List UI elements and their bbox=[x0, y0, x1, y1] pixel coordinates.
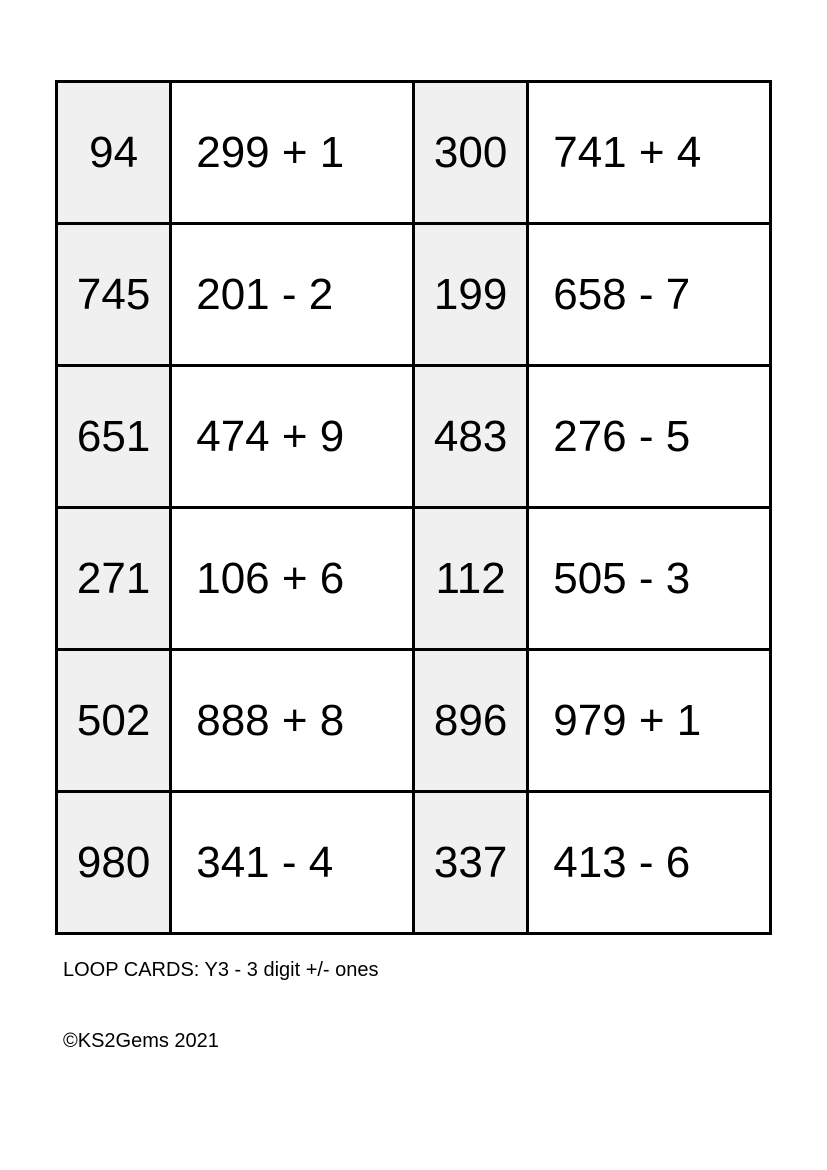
answer-cell: 483 bbox=[413, 366, 527, 508]
answer-cell: 651 bbox=[57, 366, 171, 508]
table-row: 94 299 + 1 300 741 + 4 bbox=[57, 82, 771, 224]
question-cell: 474 + 9 bbox=[171, 366, 414, 508]
worksheet-title: LOOP CARDS: Y3 - 3 digit +/- ones bbox=[63, 959, 772, 982]
table-row: 745 201 - 2 199 658 - 7 bbox=[57, 224, 771, 366]
answer-cell: 502 bbox=[57, 650, 171, 792]
question-cell: 106 + 6 bbox=[171, 508, 414, 650]
loop-cards-table: 94 299 + 1 300 741 + 4 745 201 - 2 199 6… bbox=[55, 80, 772, 935]
question-cell: 341 - 4 bbox=[171, 792, 414, 934]
table-row: 502 888 + 8 896 979 + 1 bbox=[57, 650, 771, 792]
table-row: 980 341 - 4 337 413 - 6 bbox=[57, 792, 771, 934]
footer: LOOP CARDS: Y3 - 3 digit +/- ones ©KS2Ge… bbox=[55, 959, 772, 1053]
table-row: 651 474 + 9 483 276 - 5 bbox=[57, 366, 771, 508]
copyright-text: ©KS2Gems 2021 bbox=[63, 1030, 772, 1053]
question-cell: 658 - 7 bbox=[528, 224, 771, 366]
answer-cell: 112 bbox=[413, 508, 527, 650]
question-cell: 505 - 3 bbox=[528, 508, 771, 650]
answer-cell: 980 bbox=[57, 792, 171, 934]
question-cell: 741 + 4 bbox=[528, 82, 771, 224]
answer-cell: 337 bbox=[413, 792, 527, 934]
answer-cell: 199 bbox=[413, 224, 527, 366]
answer-cell: 94 bbox=[57, 82, 171, 224]
answer-cell: 745 bbox=[57, 224, 171, 366]
answer-cell: 896 bbox=[413, 650, 527, 792]
answer-cell: 271 bbox=[57, 508, 171, 650]
question-cell: 888 + 8 bbox=[171, 650, 414, 792]
question-cell: 413 - 6 bbox=[528, 792, 771, 934]
question-cell: 276 - 5 bbox=[528, 366, 771, 508]
question-cell: 201 - 2 bbox=[171, 224, 414, 366]
table-row: 271 106 + 6 112 505 - 3 bbox=[57, 508, 771, 650]
question-cell: 979 + 1 bbox=[528, 650, 771, 792]
question-cell: 299 + 1 bbox=[171, 82, 414, 224]
answer-cell: 300 bbox=[413, 82, 527, 224]
